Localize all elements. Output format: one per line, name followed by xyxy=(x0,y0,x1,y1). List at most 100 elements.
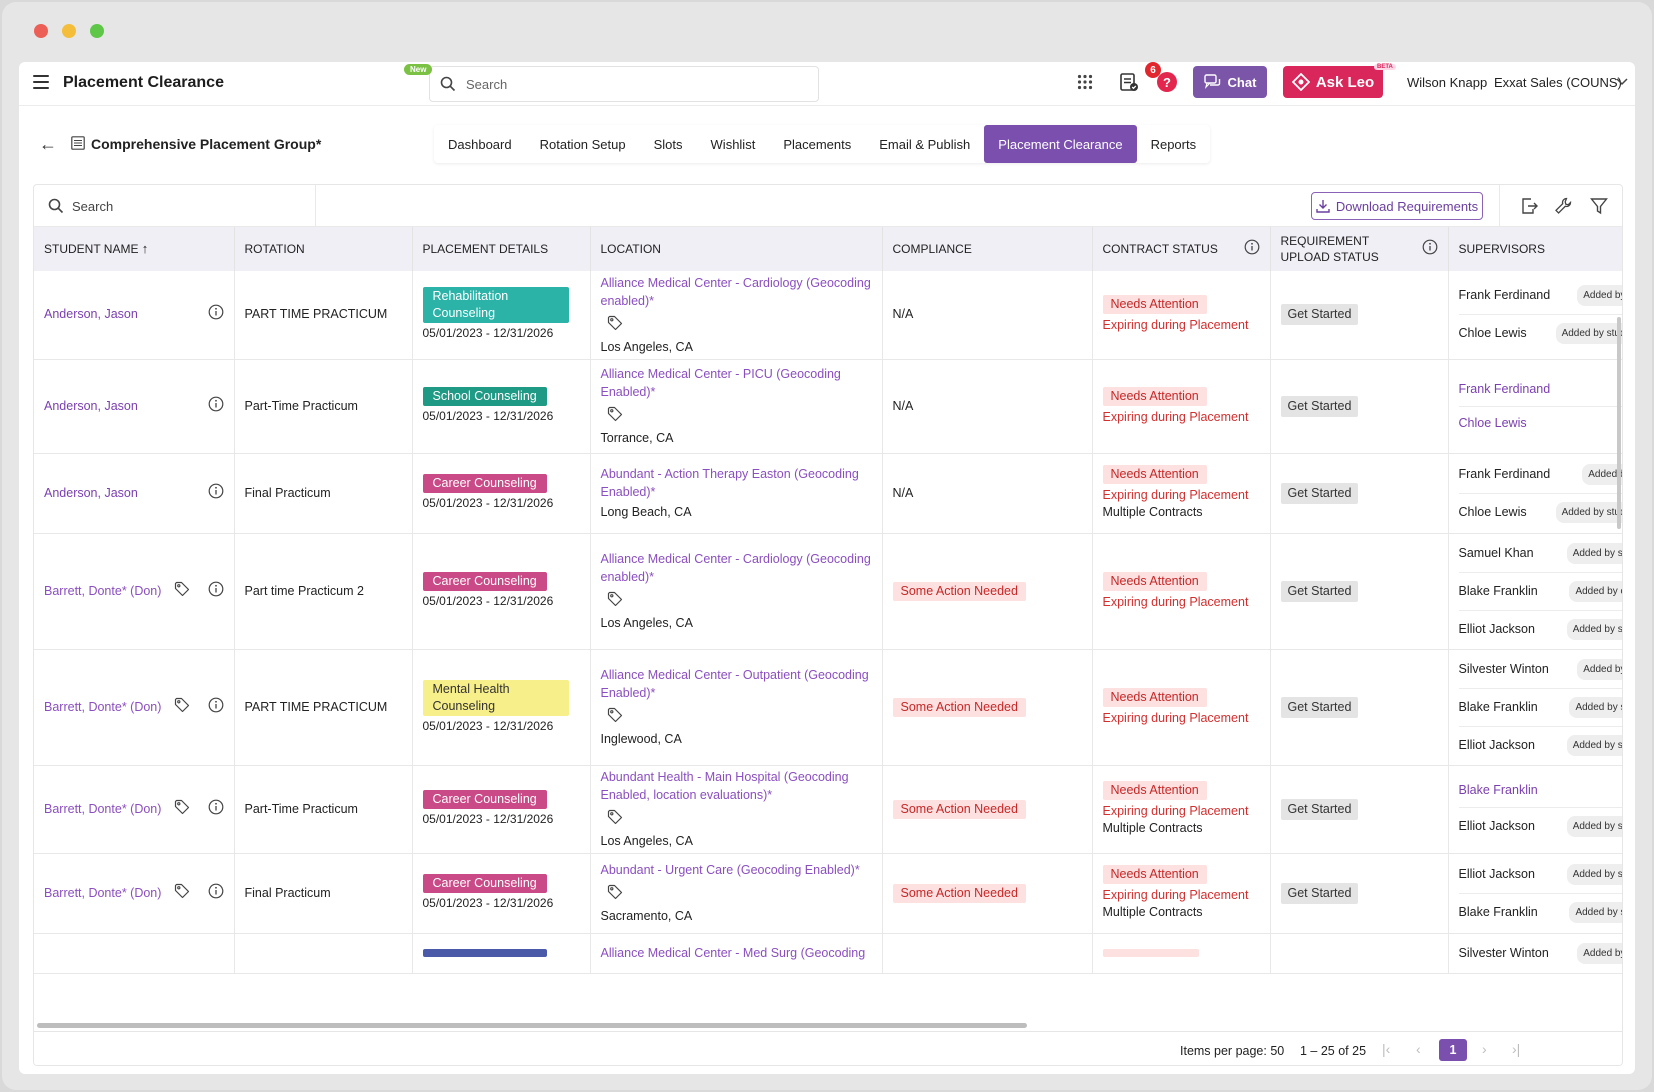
download-requirements-button[interactable]: Download Requirements xyxy=(1311,192,1483,220)
chat-button[interactable]: Chat xyxy=(1193,66,1267,98)
get-started-button[interactable]: Get Started xyxy=(1280,482,1359,504)
student-name-link[interactable]: Anderson, Jason xyxy=(44,485,138,500)
supervisor-name[interactable]: Chloe Lewis xyxy=(1458,415,1527,430)
contract-status-badge[interactable]: Needs Attention xyxy=(1102,465,1207,484)
contract-status-badge[interactable]: Needs Attention xyxy=(1102,295,1207,315)
compliance-status-badge[interactable]: Some Action Needed xyxy=(892,697,1026,717)
info-icon[interactable] xyxy=(208,483,224,504)
tag-icon[interactable] xyxy=(174,883,190,904)
column-header-placement-details[interactable]: PLACEMENT DETAILS xyxy=(412,227,591,271)
tag-icon[interactable] xyxy=(607,809,872,830)
tag-icon[interactable] xyxy=(607,591,872,612)
get-started-button[interactable]: Get Started xyxy=(1280,696,1359,718)
location-link[interactable]: Alliance Medical Center - Outpatient (Ge… xyxy=(600,668,869,700)
maximize-window-button[interactable] xyxy=(90,24,104,38)
column-header-rotation[interactable]: ROTATION xyxy=(234,227,413,271)
minimize-window-button[interactable] xyxy=(62,24,76,38)
tab-slots[interactable]: Slots xyxy=(653,136,683,152)
tag-icon[interactable] xyxy=(174,799,190,820)
location-link[interactable]: Abundant - Urgent Care (Geocoding Enable… xyxy=(600,863,860,877)
contract-status-badge[interactable]: Needs Attention xyxy=(1102,571,1207,591)
column-header-requirement-upload-status[interactable]: REQUIREMENT UPLOAD STATUS xyxy=(1270,227,1449,271)
tab-email-publish[interactable]: Email & Publish xyxy=(879,136,971,152)
location-link[interactable]: Alliance Medical Center - Cardiology (Ge… xyxy=(600,275,871,308)
back-arrow-icon[interactable]: ← xyxy=(39,134,57,154)
supervisor-name[interactable]: Blake Franklin xyxy=(1458,782,1538,797)
global-search-input[interactable]: Search xyxy=(429,66,819,102)
table-row[interactable]: Barrett, Donte* (Don) Final Practicum Care… xyxy=(34,853,1622,934)
table-row[interactable]: Anderson, Jason Part-Time Practicum School… xyxy=(34,359,1622,454)
student-name-link[interactable]: Barrett, Donte* (Don) xyxy=(44,699,162,714)
location-link[interactable]: Abundant Health - Main Hospital (Geocodi… xyxy=(600,770,849,802)
info-icon[interactable] xyxy=(208,799,224,820)
horizontal-scrollbar[interactable] xyxy=(37,1023,1027,1028)
compliance-status-badge[interactable]: Some Action Needed xyxy=(892,799,1026,819)
compliance-status-badge[interactable]: Some Action Needed xyxy=(892,581,1026,601)
contract-status-badge[interactable]: Needs Attention xyxy=(1102,865,1207,884)
tag-icon[interactable] xyxy=(607,406,872,427)
get-started-button[interactable]: Get Started xyxy=(1280,395,1359,417)
student-name-link[interactable]: Barrett, Donte* (Don) xyxy=(44,885,162,900)
info-icon[interactable] xyxy=(208,396,224,417)
info-icon[interactable] xyxy=(208,581,224,602)
location-link[interactable]: Alliance Medical Center - Med Surg (Geoc… xyxy=(600,946,866,960)
current-page-button[interactable]: 1 xyxy=(1439,1039,1467,1061)
student-name-link[interactable]: Barrett, Donte* (Don) xyxy=(44,583,162,598)
table-row[interactable]: Anderson, Jason PART TIME PRACTICUM Rehabi… xyxy=(34,271,1622,360)
tag-icon[interactable] xyxy=(174,697,190,718)
compliance-status-badge[interactable]: Some Action Needed xyxy=(892,883,1026,903)
table-row[interactable]: Barrett, Donte* (Don) Part time Practicum… xyxy=(34,533,1622,650)
supervisor-name[interactable]: Frank Ferdinand xyxy=(1458,381,1551,396)
column-header-location[interactable]: LOCATION xyxy=(590,227,883,271)
tab-placement-clearance[interactable]: Placement Clearance xyxy=(984,125,1137,163)
tab-reports[interactable]: Reports xyxy=(1150,136,1197,152)
column-header-supervisors[interactable]: SUPERVISORS xyxy=(1448,227,1622,271)
contract-status-badge[interactable]: Needs Attention xyxy=(1102,781,1207,800)
chevron-down-icon[interactable] xyxy=(1616,76,1628,86)
location-link[interactable]: Alliance Medical Center - Cardiology (Ge… xyxy=(600,552,871,584)
contract-status-badge[interactable]: Needs Attention xyxy=(1102,687,1207,707)
vertical-scrollbar[interactable] xyxy=(1617,317,1621,529)
info-icon[interactable] xyxy=(208,304,224,325)
tag-icon[interactable] xyxy=(607,707,872,728)
location-link[interactable]: Alliance Medical Center - PICU (Geocodin… xyxy=(600,367,841,399)
get-started-button[interactable]: Get Started xyxy=(1280,882,1359,904)
get-started-button[interactable]: Get Started xyxy=(1280,580,1359,602)
close-window-button[interactable] xyxy=(34,24,48,38)
tag-icon[interactable] xyxy=(607,315,872,336)
table-row[interactable]: Barrett, Donte* (Don) PART TIME PRACTICUM… xyxy=(34,649,1622,766)
items-per-page-select[interactable]: Items per page: 50 xyxy=(1180,1044,1285,1058)
ask-leo-button[interactable]: Ask Leo xyxy=(1283,66,1383,98)
tasks-icon[interactable] xyxy=(1119,72,1139,92)
info-icon[interactable] xyxy=(208,697,224,718)
org-name[interactable]: Exxat Sales (COUNS) xyxy=(1494,75,1622,90)
info-icon[interactable] xyxy=(1244,239,1260,259)
user-name[interactable]: Wilson Knapp xyxy=(1407,75,1488,90)
student-name-link[interactable]: Barrett, Donte* (Don) xyxy=(44,801,162,816)
tab-wishlist[interactable]: Wishlist xyxy=(710,136,756,152)
info-icon[interactable] xyxy=(1422,239,1438,259)
contract-status-badge[interactable] xyxy=(1102,948,1199,957)
tab-dashboard[interactable]: Dashboard xyxy=(448,136,512,152)
student-name-link[interactable]: Anderson, Jason xyxy=(44,398,138,413)
student-name-link[interactable]: Anderson, Jason xyxy=(44,307,138,322)
export-icon[interactable] xyxy=(1520,197,1538,215)
table-row[interactable]: Barrett, Donte* (Don) Part-Time Practicum… xyxy=(34,765,1622,854)
tag-icon[interactable] xyxy=(174,581,190,602)
menu-icon[interactable] xyxy=(33,75,49,89)
get-started-button[interactable]: Get Started xyxy=(1280,304,1359,326)
help-icon[interactable]: ? xyxy=(1157,72,1177,92)
table-row[interactable]: Alliance Medical Center - Med Surg (Geoc… xyxy=(34,933,1622,974)
get-started-button[interactable]: Get Started xyxy=(1280,798,1359,820)
filter-icon[interactable] xyxy=(1590,197,1608,215)
first-page-icon[interactable]: |‹ xyxy=(1382,1041,1391,1057)
wrench-icon[interactable] xyxy=(1554,197,1572,215)
tab-placements[interactable]: Placements xyxy=(783,136,852,152)
contract-status-badge[interactable]: Needs Attention xyxy=(1102,386,1207,406)
column-header-compliance[interactable]: COMPLIANCE xyxy=(882,227,1093,271)
next-page-icon[interactable]: › xyxy=(1482,1041,1487,1057)
table-row[interactable]: Anderson, Jason Final Practicum Career Cou… xyxy=(34,453,1622,534)
tab-rotation-setup[interactable]: Rotation Setup xyxy=(539,136,626,152)
location-link[interactable]: Abundant - Action Therapy Easton (Geocod… xyxy=(600,467,859,499)
column-header-student-name[interactable]: STUDENT NAME ↑ xyxy=(34,227,235,271)
